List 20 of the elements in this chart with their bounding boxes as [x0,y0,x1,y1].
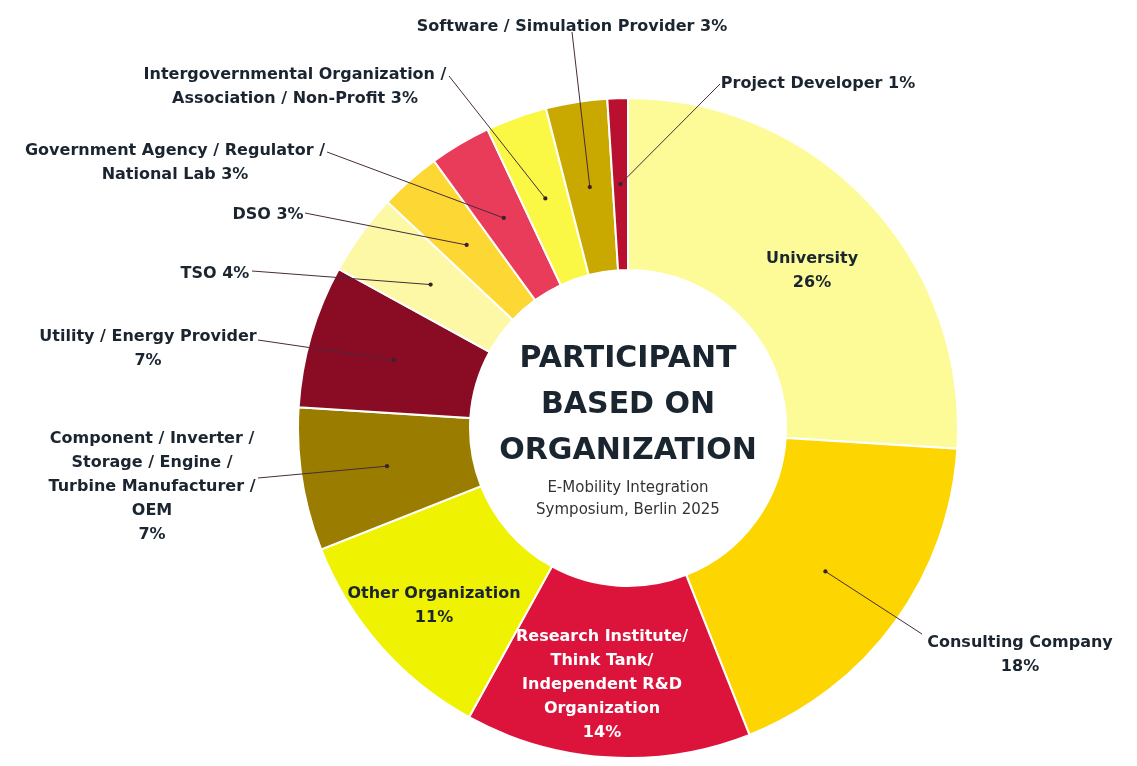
slice-label: Intergovernmental Organization / Association / Non-Profit 3% [143,64,447,107]
slice-label: Other Organization [347,583,521,602]
data-label: 11% [414,607,454,626]
slice-label: Project Developer 1% [720,73,916,92]
data-label: 26% [792,272,832,291]
text: PARTICIPANT BASED ON ORGANIZATION [499,339,757,466]
data-label: 7% [138,524,166,543]
slice-label: University [765,248,859,267]
slice-label: DSO 3% [232,204,304,223]
slice-label: Research Institute/ Think Tank/ Independent R&D Organization [515,626,689,717]
slice-label: Government Agency / Regulator / National Lab 3% [24,140,326,183]
slice-label: Consulting Company [927,632,1114,651]
data-label: 14% [582,722,622,741]
slice-label: Utility / Energy Provider [39,326,257,345]
data-label: 18% [1000,656,1040,675]
text: E-Mobility Integration Symposium, Berlin 2025 [536,478,720,518]
slice-label: TSO 4% [180,263,250,282]
slice-label: Component / Inverter / Storage / Engine / Turbine Manufacturer / OEM [48,428,256,519]
data-label: 7% [134,350,162,369]
slice-label: Software / Simulation Provider 3% [416,16,728,35]
